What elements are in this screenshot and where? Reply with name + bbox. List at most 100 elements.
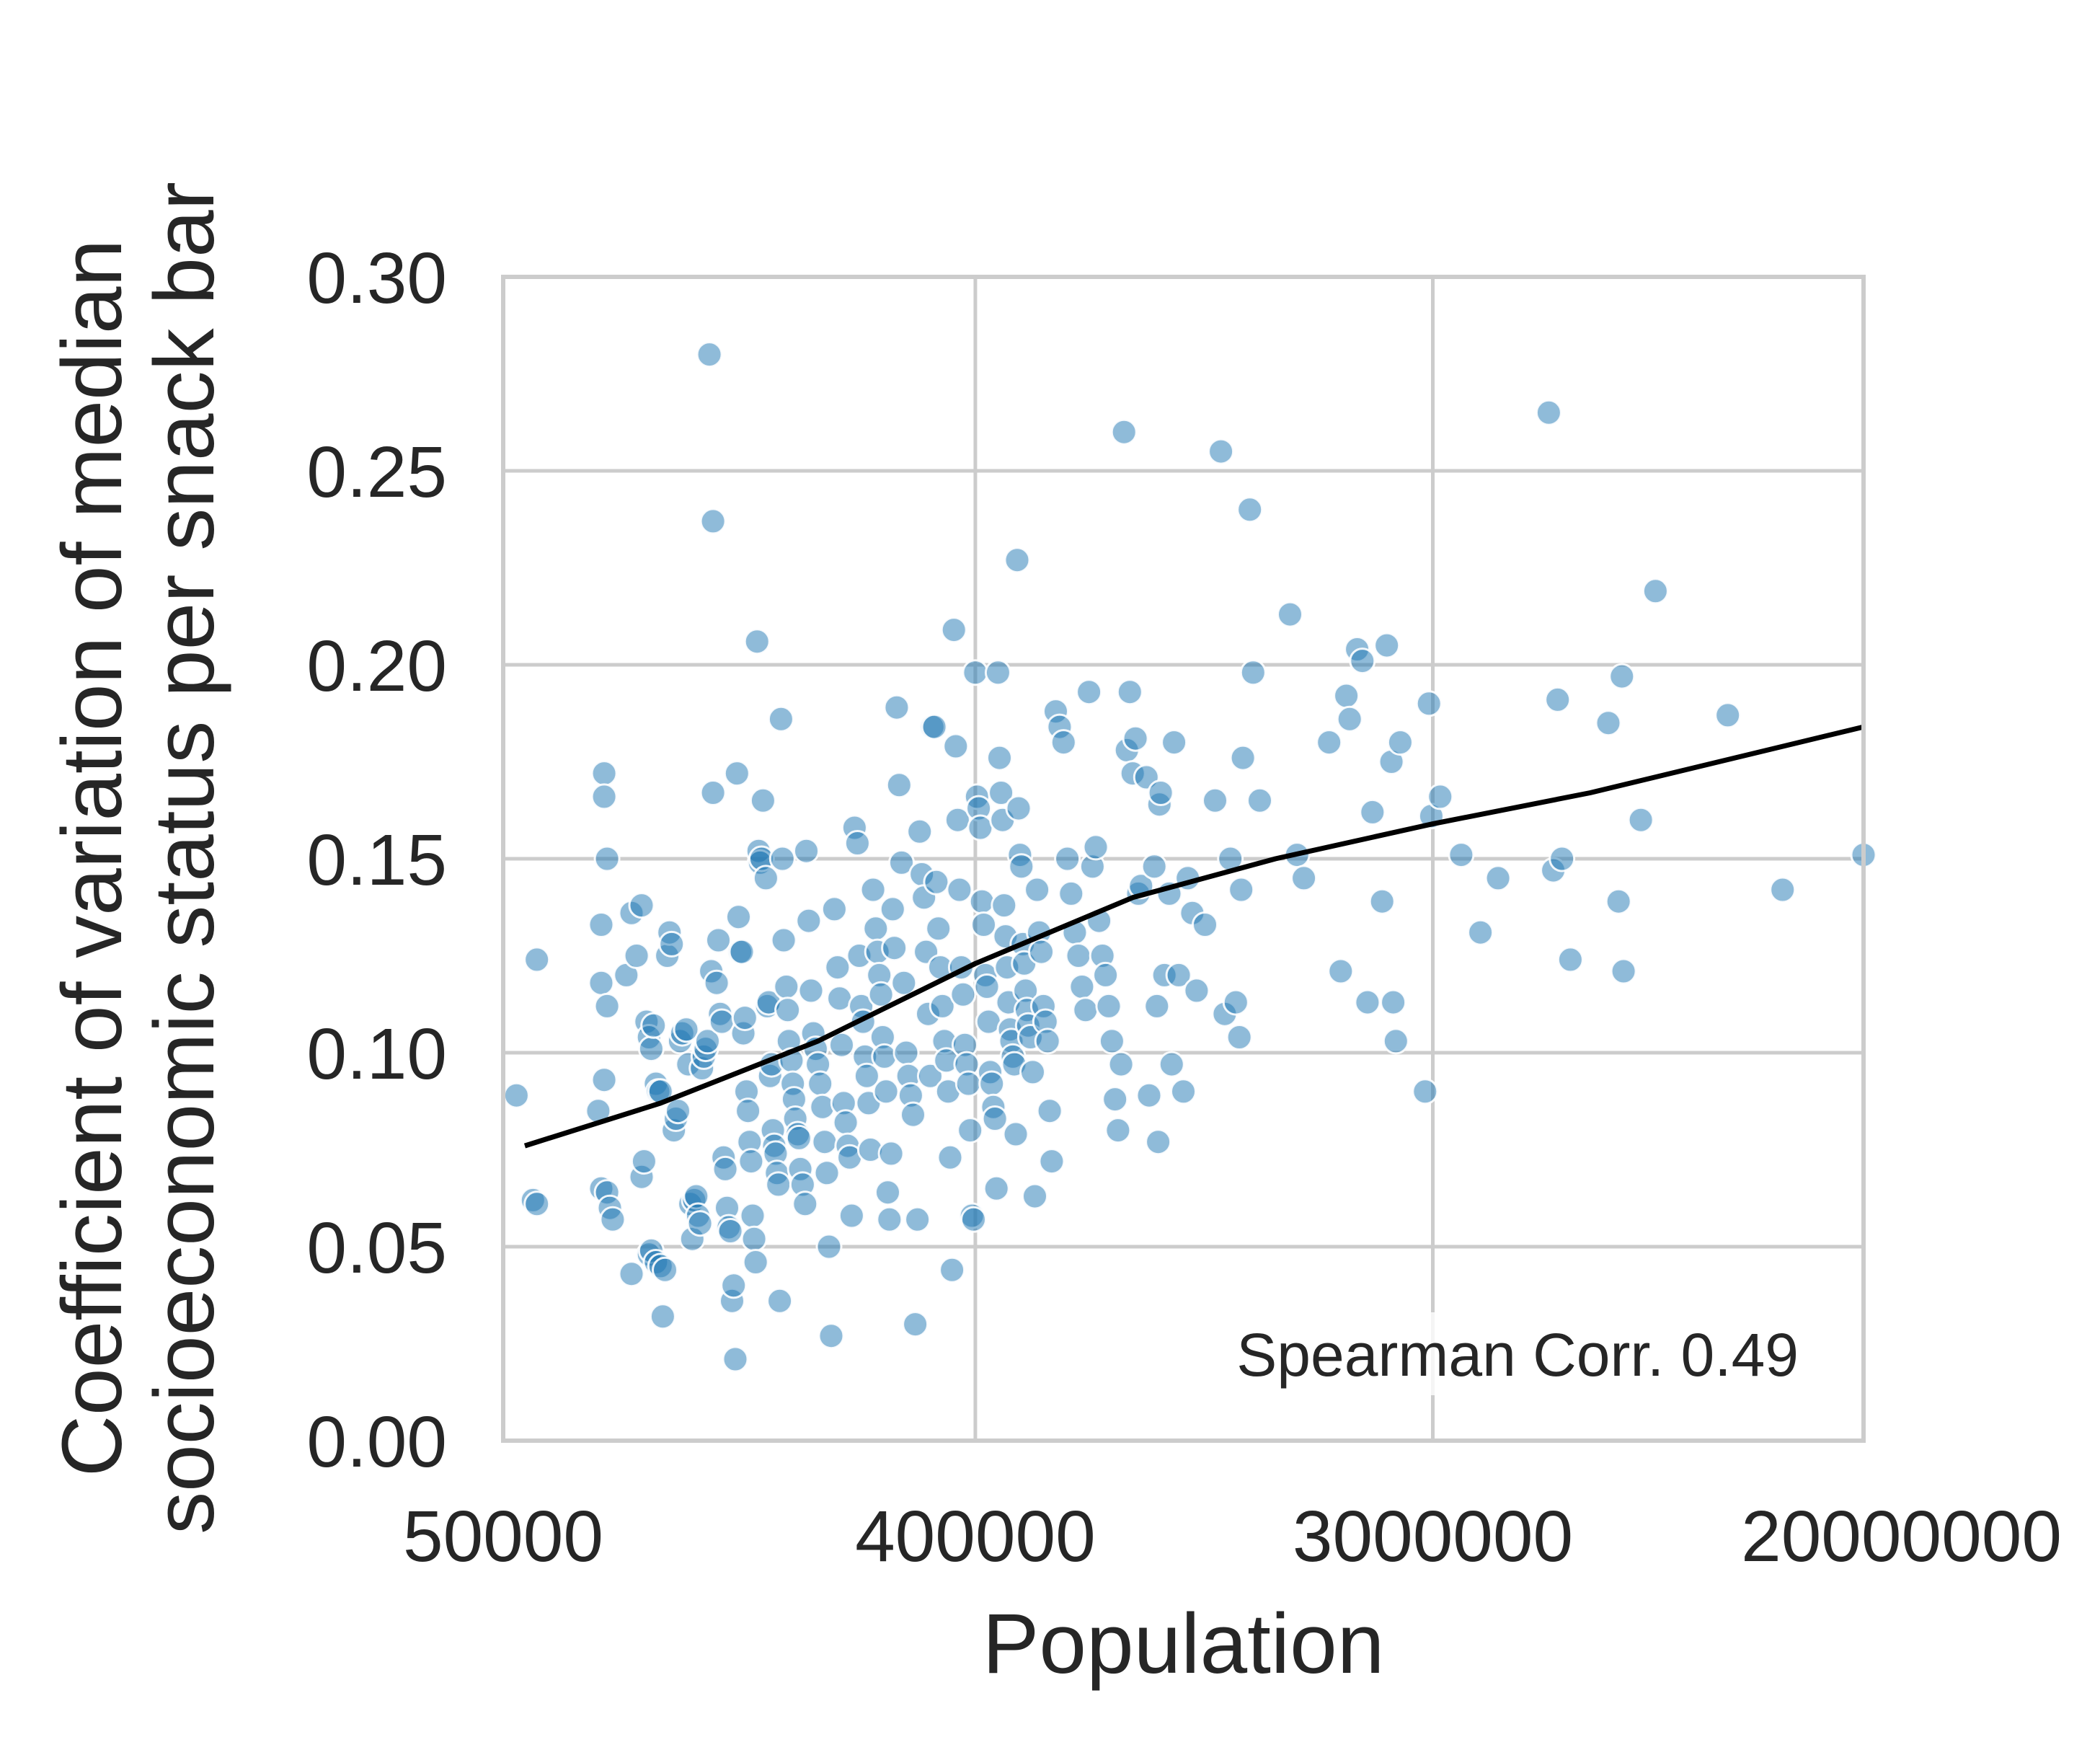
data-point: [590, 760, 618, 787]
data-point: [712, 1155, 739, 1183]
data-point: [1183, 977, 1210, 1004]
data-point: [658, 930, 686, 958]
data-point: [630, 1148, 657, 1175]
data-point: [717, 1218, 744, 1245]
y-tick-label: 0.00: [306, 1402, 447, 1482]
data-point: [1135, 1082, 1163, 1109]
data-point: [1642, 578, 1669, 605]
data-point: [820, 896, 848, 923]
data-point: [954, 1070, 982, 1097]
data-point: [1373, 632, 1401, 659]
data-point: [1192, 911, 1218, 938]
data-point: [588, 911, 615, 938]
data-point: [1610, 958, 1637, 985]
data-point: [940, 616, 967, 644]
data-point: [925, 915, 952, 942]
trend-line: [523, 724, 1864, 1149]
data-point: [832, 1109, 859, 1136]
data-point: [1161, 729, 1188, 756]
data-point: [1290, 865, 1318, 892]
data-point: [1140, 853, 1168, 880]
data-point: [705, 927, 732, 954]
data-point: [853, 1062, 880, 1090]
x-tick-label: 3000000: [1293, 1496, 1573, 1577]
data-point: [1110, 418, 1138, 446]
data-point: [983, 1175, 1010, 1202]
data-point: [1359, 798, 1386, 826]
data-point: [1608, 663, 1636, 690]
data-point: [1102, 1086, 1129, 1113]
data-point: [649, 1303, 676, 1330]
data-point: [731, 1004, 758, 1032]
data-point: [815, 1233, 843, 1260]
data-point: [1222, 989, 1249, 1016]
data-point: [942, 733, 970, 760]
data-point: [1336, 705, 1363, 733]
data-point: [1050, 729, 1077, 756]
data-point: [1082, 834, 1109, 861]
data-point: [892, 1039, 920, 1066]
data-point: [792, 1190, 819, 1218]
data-point: [1072, 996, 1099, 1024]
data-point: [640, 1012, 668, 1039]
data-point: [962, 659, 989, 686]
data-point: [988, 779, 1015, 806]
data-point: [885, 772, 913, 799]
data-point: [703, 969, 730, 996]
data-point: [1004, 547, 1031, 574]
data-point: [1116, 679, 1143, 706]
data-point: [978, 1070, 1006, 1097]
data-point: [921, 713, 948, 741]
data-point: [673, 1016, 700, 1043]
data-point: [923, 868, 950, 896]
annotation-group: Spearman Corr. 0.49: [1114, 1312, 1813, 1395]
data-point: [773, 973, 800, 1000]
data-point: [767, 705, 794, 733]
data-point: [1415, 690, 1443, 717]
data-point: [1239, 659, 1267, 686]
data-point: [752, 865, 779, 892]
x-tick-label: 20000000: [1741, 1496, 2062, 1577]
data-point: [686, 1210, 714, 1237]
data-point: [1143, 992, 1171, 1020]
data-point: [696, 341, 723, 368]
data-point: [813, 1159, 841, 1187]
data-point: [694, 1027, 721, 1055]
data-point: [1036, 1097, 1063, 1125]
data-point: [1034, 1027, 1061, 1055]
data-point: [1208, 438, 1235, 465]
data-point: [637, 1035, 665, 1063]
data-point: [1327, 958, 1355, 985]
data-point: [1412, 1078, 1439, 1105]
data-point: [929, 992, 956, 1020]
data-point: [871, 1043, 898, 1070]
data-point: [888, 849, 915, 876]
data-point: [742, 1249, 769, 1276]
data-point: [739, 1202, 766, 1229]
data-point: [1386, 729, 1414, 756]
data-point: [722, 1345, 749, 1373]
data-point: [749, 787, 776, 814]
data-point: [797, 977, 825, 1004]
data-point: [986, 744, 1013, 772]
data-point: [1549, 845, 1576, 872]
data-point: [699, 779, 727, 806]
data-point: [824, 954, 851, 981]
data-point: [1316, 729, 1343, 756]
y-axis-label-line: socioeconomic status per snack bar: [137, 182, 232, 1534]
spearman-annotation: Spearman Corr. 0.49: [1236, 1321, 1799, 1389]
data-point: [699, 508, 727, 535]
data-point: [879, 896, 906, 923]
data-point: [1058, 880, 1085, 907]
x-tick-label: 50000: [403, 1496, 603, 1577]
data-point: [795, 907, 823, 934]
data-point: [1098, 1027, 1125, 1055]
data-point: [968, 888, 996, 915]
data-point: [1229, 744, 1257, 772]
y-tick-label: 0.10: [306, 1014, 447, 1095]
data-point: [902, 1311, 929, 1338]
data-point: [1535, 399, 1562, 426]
data-point: [991, 892, 1018, 919]
data-point: [807, 1070, 834, 1097]
